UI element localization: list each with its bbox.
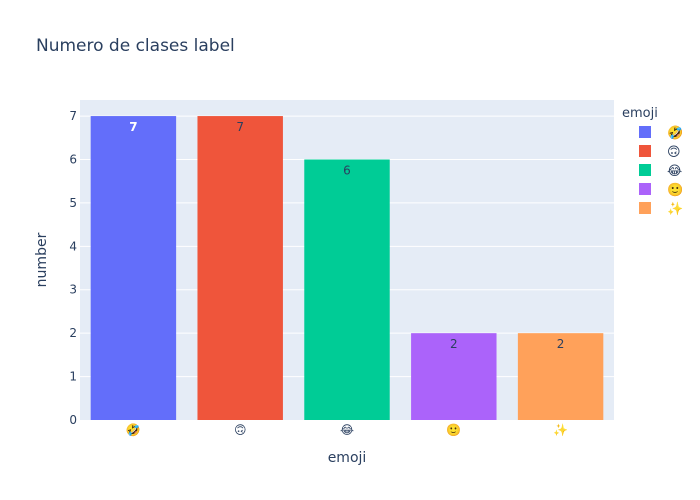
legend-entry-label[interactable]: 😂 (667, 164, 682, 179)
bar-labels: 7 7 6 2 2 (129, 120, 564, 351)
y-tick-label: 3 (69, 283, 77, 297)
legend-swatch[interactable] (639, 202, 651, 214)
y-tick-label: 0 (69, 413, 77, 427)
legend-entry-label[interactable]: 🙃 (667, 145, 681, 160)
legend: emoji 🤣 🙃 😂 🙂 ✨ (622, 106, 683, 217)
y-tick-label: 2 (69, 326, 77, 340)
bar-data-label: 2 (450, 337, 458, 351)
bar-data-label: 7 (236, 120, 244, 134)
legend-swatch[interactable] (639, 126, 651, 138)
x-tick-label: 🙃 (234, 423, 247, 437)
y-axis-ticks: 0 1 2 3 4 5 6 7 (69, 109, 77, 427)
legend-items: 🤣 🙃 😂 🙂 ✨ (639, 125, 683, 217)
bar (517, 333, 604, 420)
legend-swatch[interactable] (639, 183, 651, 195)
bar-data-label: 2 (557, 337, 565, 351)
x-tick-label: ✨ (553, 423, 568, 437)
legend-entry-label[interactable]: 🤣 (666, 125, 683, 141)
bar (197, 116, 283, 421)
legend-entry-label[interactable]: ✨ (667, 201, 683, 217)
legend-title: emoji (622, 106, 658, 121)
x-tick-label: 🙂 (446, 423, 461, 437)
y-tick-label: 6 (69, 152, 77, 166)
legend-entry-label[interactable]: 🙂 (667, 182, 683, 198)
bar (304, 159, 390, 421)
y-axis-title: number (34, 232, 50, 287)
x-axis-ticks: 🤣 🙃 😂 🙂 ✨ (125, 423, 568, 438)
x-tick-label: 😂 (340, 423, 354, 437)
y-tick-label: 4 (69, 239, 77, 253)
bar (90, 116, 177, 421)
legend-swatch[interactable] (639, 164, 651, 176)
y-tick-label: 7 (69, 109, 77, 123)
bar-data-label: 6 (343, 163, 351, 177)
bars (90, 116, 604, 421)
y-tick-label: 1 (69, 370, 77, 384)
bar-data-label: 7 (129, 120, 137, 134)
chart-title: Numero de clases label (36, 36, 235, 56)
y-tick-label: 5 (69, 196, 77, 210)
legend-swatch[interactable] (639, 145, 651, 157)
bar (411, 333, 497, 420)
x-tick-label: 🤣 (125, 423, 141, 438)
x-axis-title: emoji (328, 450, 367, 466)
